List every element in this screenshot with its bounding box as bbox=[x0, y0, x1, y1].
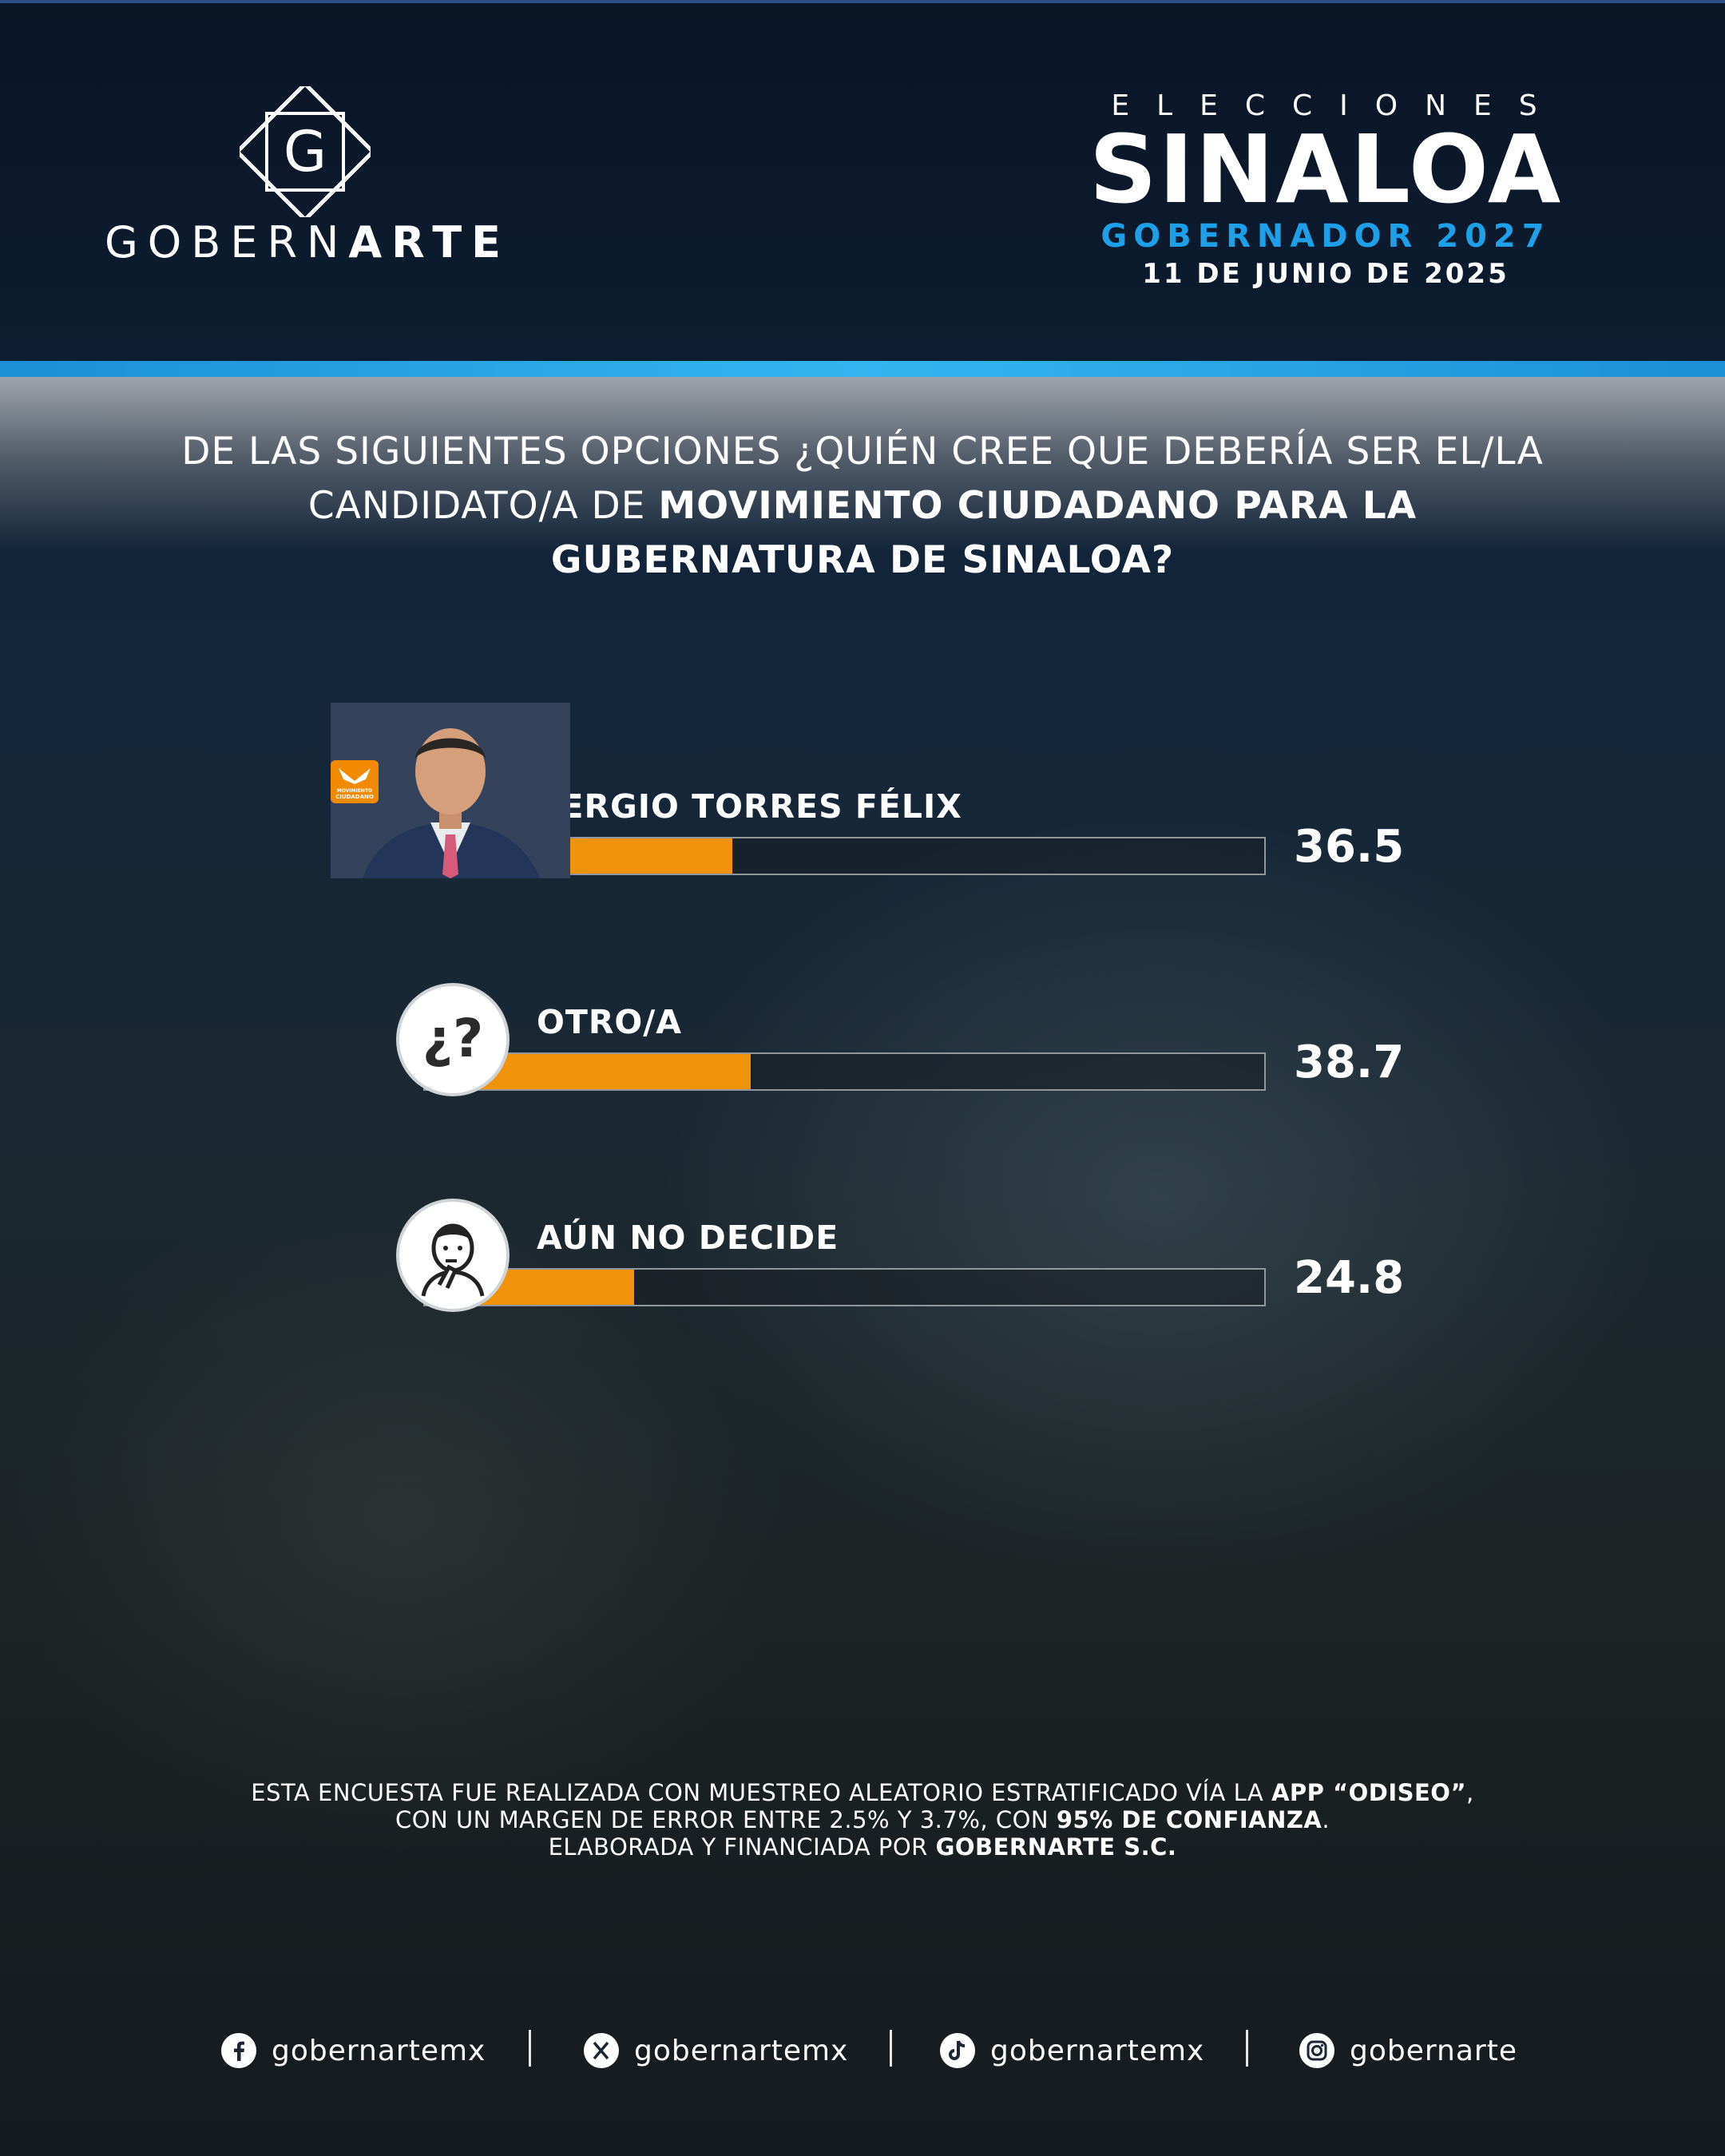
social-separator bbox=[890, 2030, 892, 2067]
svg-text:¿?: ¿? bbox=[422, 1008, 484, 1069]
social-tiktok[interactable]: gobernartemx bbox=[939, 2028, 1204, 2073]
badge-line-2: CIUDADANO bbox=[335, 794, 374, 800]
logo-letter: G bbox=[284, 119, 327, 184]
question-band bbox=[0, 377, 1725, 553]
kicker: ELECCIONES bbox=[1111, 89, 1564, 122]
methodology-line-3: ELABORADA Y FINANCIADA POR GOBERNARTE S.… bbox=[144, 1833, 1581, 1861]
title-block: ELECCIONES SINALOA GOBERNADOR 2027 11 DE… bbox=[1038, 89, 1613, 290]
header-background bbox=[0, 0, 1725, 361]
social-handle: gobernartemx bbox=[634, 2034, 849, 2067]
methodology-confidence: 95% DE CONFIANZA bbox=[1056, 1806, 1322, 1833]
social-instagram[interactable]: gobernarte bbox=[1299, 2028, 1517, 2073]
eagle-icon: MOVIMIENTO CIUDADANO bbox=[335, 768, 374, 800]
social-handle: gobernarte bbox=[1350, 2034, 1517, 2067]
survey-date: 11 DE JUNIO DE 2025 bbox=[1142, 258, 1509, 290]
survey-question: DE LAS SIGUIENTES OPCIONES ¿QUIÉN CREE Q… bbox=[144, 425, 1581, 588]
bar-label: OTRO/A bbox=[537, 1003, 682, 1041]
question-text: DE LAS SIGUIENTES OPCIONES ¿QUIÉN CREE Q… bbox=[181, 430, 1544, 528]
social-handle: gobernartemx bbox=[272, 2034, 486, 2067]
thinking-person-icon bbox=[399, 1202, 506, 1309]
bar-label: SERGIO TORRES FÉLIX bbox=[537, 787, 962, 826]
subtitle: GOBERNADOR 2027 bbox=[1100, 218, 1551, 255]
methodology-text: ELABORADA Y FINANCIADA POR bbox=[548, 1833, 936, 1861]
blue-divider-band bbox=[0, 361, 1725, 377]
methodology-line-2: CON UN MARGEN DE ERROR ENTRE 2.5% Y 3.7%… bbox=[144, 1806, 1581, 1833]
methodology-line-1: ESTA ENCUESTA FUE REALIZADA CON MUESTREO… bbox=[144, 1779, 1581, 1806]
brand-name-bold: ARTE bbox=[348, 217, 511, 268]
methodology-text: CON UN MARGEN DE ERROR ENTRE 2.5% Y 3.7%… bbox=[395, 1806, 1057, 1833]
bar-value-label: 38.7 bbox=[1294, 1036, 1405, 1088]
gobernarte-logo-icon: G bbox=[240, 86, 371, 217]
social-x[interactable]: gobernartemx bbox=[583, 2028, 848, 2073]
bar-track bbox=[423, 1052, 1266, 1091]
methodology-company: GOBERNARTE S.C. bbox=[935, 1833, 1177, 1861]
bar-value-label: 24.8 bbox=[1294, 1252, 1405, 1304]
methodology-text: . bbox=[1322, 1806, 1330, 1833]
facebook-icon bbox=[221, 2033, 256, 2068]
methodology-app: APP “ODISEO” bbox=[1271, 1779, 1467, 1806]
methodology-note: ESTA ENCUESTA FUE REALIZADA CON MUESTREO… bbox=[144, 1779, 1581, 1861]
x-icon bbox=[584, 2033, 619, 2068]
social-handle: gobernartemx bbox=[990, 2034, 1205, 2067]
badge-line-1: MOVIMIENTO bbox=[337, 788, 372, 794]
bar-label: AÚN NO DECIDE bbox=[537, 1219, 839, 1257]
social-facebook[interactable]: gobernartemx bbox=[220, 2028, 486, 2073]
bar-track bbox=[423, 1268, 1266, 1306]
tiktok-icon bbox=[940, 2033, 975, 2068]
page-title: SINALOA bbox=[1089, 114, 1563, 224]
brand-name-light: GOBERN bbox=[104, 217, 349, 268]
methodology-text: , bbox=[1466, 1779, 1474, 1806]
methodology-text: ESTA ENCUESTA FUE REALIZADA CON MUESTREO… bbox=[251, 1779, 1271, 1806]
instagram-icon bbox=[1299, 2033, 1334, 2068]
top-accent-line bbox=[0, 0, 1725, 3]
bar-value-label: 36.5 bbox=[1294, 821, 1405, 873]
social-separator bbox=[1246, 2030, 1248, 2067]
question-mark-icon: ¿? bbox=[399, 986, 506, 1093]
social-separator bbox=[529, 2030, 531, 2067]
brand-wordmark: GOBERNARTE bbox=[104, 217, 511, 268]
party-logo-badge: MOVIMIENTO CIUDADANO bbox=[331, 760, 379, 803]
question-text-bold: MOVIMIENTO CIUDADANO PARA LA GUBERNATURA… bbox=[550, 484, 1418, 582]
